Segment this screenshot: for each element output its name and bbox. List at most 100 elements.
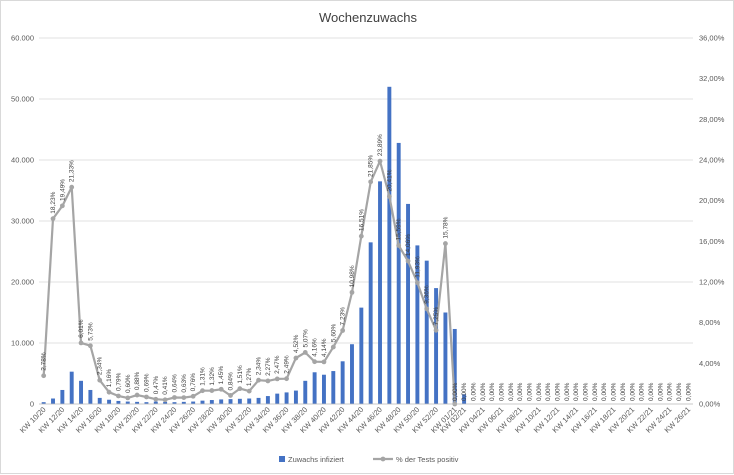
data-label: 0,00% [629,382,636,401]
bar [163,401,168,404]
bar [191,401,196,404]
bar [415,245,420,404]
data-label: 0,00% [461,382,468,401]
bar [443,312,448,404]
line-point [424,306,430,312]
data-label: 0,84% [227,372,234,391]
bar [368,242,373,404]
bar [41,402,46,404]
data-label: 0,64% [171,374,178,393]
line-point [340,328,346,333]
grid-lines [39,37,693,405]
bar [303,380,308,404]
data-label: 1,27% [246,367,253,386]
data-label: 2,47% [274,355,281,374]
data-label: 0,69% [143,373,150,392]
data-label: 0,00% [480,382,487,401]
right-axis: 0,00% 4,00% 8,00% 12,00% 16,00% 20,00% 24,00% 2… [699,34,725,409]
data-label: 19,49% [59,179,66,201]
bar [434,288,439,404]
data-label: 0,00% [667,382,674,401]
y-right-tick-label: 16,00% [699,237,725,246]
line-point [69,184,75,190]
y-left-tick-label: 40.000 [11,156,34,165]
data-label: 2,34% [97,357,104,376]
data-label: 0,00% [676,382,683,401]
data-label: 1,51% [237,365,244,384]
data-label: 7,23% [340,307,347,326]
bar [331,371,336,404]
data-label: 0,88% [134,371,141,390]
data-label: 0,00% [452,382,459,401]
y-left-tick-label: 30.000 [11,217,34,226]
line-point [209,388,215,393]
data-label: 1,45% [218,366,225,385]
y-right-tick-label: 24,00% [699,156,725,165]
data-label: 0,47% [153,376,160,395]
line-point [162,397,168,403]
line-point [321,359,327,365]
line-point [237,386,243,392]
line-series [41,158,458,407]
data-label: 0,00% [573,382,580,401]
data-label: 0,00% [639,382,646,401]
line-point [134,392,140,398]
data-label: 15,78% [442,216,449,238]
data-label: 0,00% [564,382,571,401]
data-label: 11,93% [414,256,421,278]
bar [452,328,457,404]
data-label: 0,00% [517,382,524,401]
data-label: 0,00% [527,382,534,401]
data-label: 5,07% [302,329,309,348]
data-label: 2,34% [256,357,263,376]
data-label: 0,60% [125,374,132,393]
line-point [443,241,448,246]
bar [312,372,317,404]
data-label: 4,14% [321,338,328,357]
line-point [228,393,233,398]
line-point [116,393,121,399]
data-label: 4,16% [312,338,319,357]
line-point [144,394,149,400]
legend-swatch-bars [279,456,285,462]
data-label: 20,41% [386,169,393,191]
line-point [414,280,420,286]
data-label: 5,60% [330,323,337,342]
line-point [125,395,131,401]
bar [340,361,345,404]
data-label: 1,16% [106,369,113,388]
data-label: 0,00% [611,382,618,401]
y-left-tick-label: 50.000 [11,95,34,104]
bar [60,389,65,404]
bar [69,371,74,404]
line-point [358,233,364,239]
line-point [59,203,65,209]
y-right-tick-label: 36,00% [699,34,725,43]
data-label: 0,63% [181,374,188,393]
line-point [218,386,224,392]
line-point [97,377,103,383]
data-label: 0,79% [115,372,122,391]
bar [172,402,177,404]
line-point [256,377,261,383]
line-point [87,343,93,349]
line-point [433,327,439,333]
bar [284,392,289,404]
data-label: 9,36% [424,285,431,304]
series-line [42,160,456,405]
data-label: 10,98% [349,265,356,287]
data-label: 0,00% [545,382,552,401]
data-label: 6,01% [78,319,85,338]
bar [424,260,429,404]
data-label: 16,51% [358,209,365,231]
data-label: 0,00% [536,382,543,401]
bar [462,394,467,404]
bar [125,401,130,404]
bar [406,203,411,404]
data-labels: 2,78%18,23%19,49%21,33%6,01% 5,73%2,34%1,… [41,134,693,401]
data-label: 2,78% [41,352,48,371]
y-left-tick-label: 10.000 [11,339,34,348]
